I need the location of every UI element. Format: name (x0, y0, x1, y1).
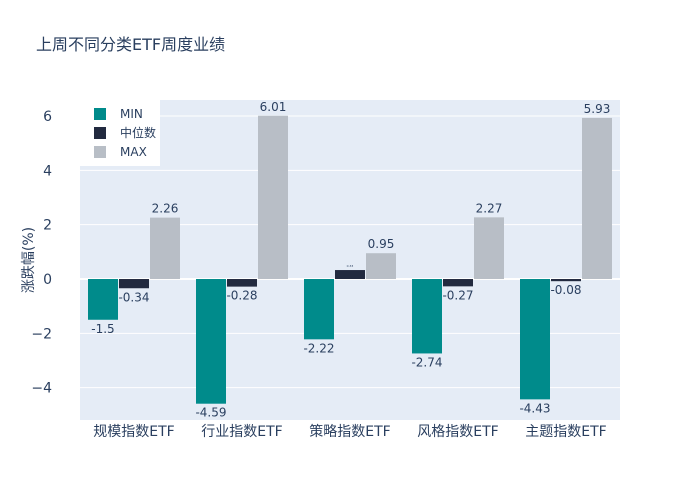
data-label: -0.28 (226, 289, 257, 303)
bar-MAX (258, 115, 288, 280)
bar-MIN (304, 279, 334, 340)
bar-MIN (88, 279, 118, 320)
data-label: 6.01 (260, 100, 287, 114)
data-label: 2.27 (476, 201, 503, 215)
y-tick-label: −2 (31, 326, 52, 342)
x-tick-label: 策略指数ETF (309, 423, 390, 440)
bar-中位数 (227, 279, 257, 287)
data-label: 2.26 (152, 202, 179, 216)
bar-中位数 (443, 279, 473, 287)
chart-title: 上周不同分类ETF周度业绩 (36, 35, 225, 54)
bar-MAX (150, 217, 180, 280)
data-label: -4.59 (195, 406, 226, 420)
x-tick-label: 主题指数ETF (525, 424, 606, 440)
y-tick-label: −4 (31, 381, 52, 397)
data-label: -0.08 (550, 283, 581, 297)
data-label: -4.43 (519, 401, 550, 415)
legend-label: MAX (120, 145, 147, 159)
data-label: 0.33 (347, 264, 354, 268)
legend-label: MIN (120, 107, 143, 121)
data-label: -2.74 (411, 355, 442, 369)
data-label: -1.5 (91, 322, 114, 336)
bar-MIN (196, 279, 226, 404)
legend-swatch-MAX (94, 146, 106, 158)
bar-中位数 (119, 279, 149, 289)
y-tick-label: 2 (43, 218, 52, 234)
y-axis-label: 涨跌幅(%) (21, 227, 37, 293)
bar-MIN (412, 279, 442, 354)
data-label: -0.27 (442, 288, 473, 302)
y-tick-label: 0 (43, 272, 52, 288)
x-tick-label: 风格指数ETF (417, 424, 498, 440)
bar-中位数 (335, 270, 365, 280)
legend-swatch-MIN (94, 108, 106, 120)
bar-MAX (366, 253, 396, 280)
x-tick-label: 规模指数ETF (93, 424, 174, 440)
bar-MIN (520, 279, 550, 400)
x-tick-label: 行业指数ETF (201, 424, 282, 440)
bar-中位数 (551, 279, 581, 282)
data-label: 5.93 (584, 102, 611, 116)
data-label: -2.22 (303, 341, 334, 355)
legend-box (80, 100, 160, 166)
data-label: 0.95 (368, 237, 395, 251)
bar-MAX (474, 217, 504, 280)
y-tick-label: 4 (43, 163, 52, 179)
legend-swatch-中位数 (94, 127, 106, 139)
legend-label: 中位数 (120, 125, 156, 140)
data-label: -0.34 (118, 290, 149, 304)
y-tick-label: 6 (43, 109, 52, 125)
bar-MAX (582, 117, 612, 280)
